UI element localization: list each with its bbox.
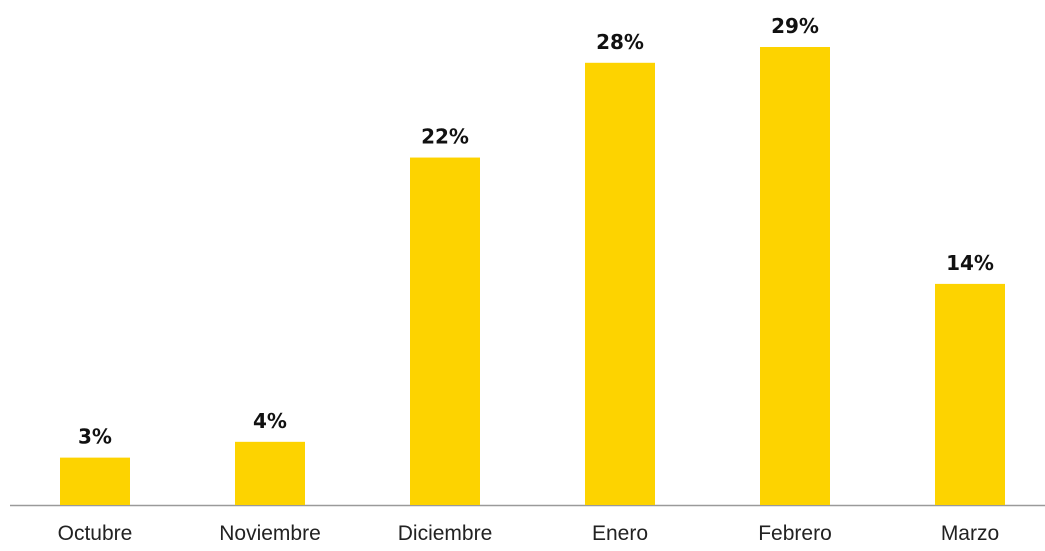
x-tick-label: Febrero	[758, 522, 832, 545]
bar	[935, 283, 1005, 505]
value-label: 3%	[78, 425, 112, 449]
value-label: 4%	[253, 409, 287, 433]
value-label: 28%	[596, 30, 644, 54]
bar	[760, 47, 830, 505]
x-tick-label: Noviembre	[219, 522, 321, 545]
bar	[410, 157, 480, 505]
value-label: 14%	[946, 251, 994, 275]
bar	[60, 457, 130, 505]
value-label: 29%	[771, 14, 819, 38]
bar	[585, 62, 655, 506]
x-tick-label: Marzo	[941, 522, 999, 545]
x-tick-label: Octubre	[58, 522, 133, 545]
bar	[235, 441, 305, 505]
x-tick-label: Enero	[592, 522, 648, 545]
value-label: 22%	[421, 125, 469, 149]
x-tick-label: Diciembre	[398, 522, 493, 545]
